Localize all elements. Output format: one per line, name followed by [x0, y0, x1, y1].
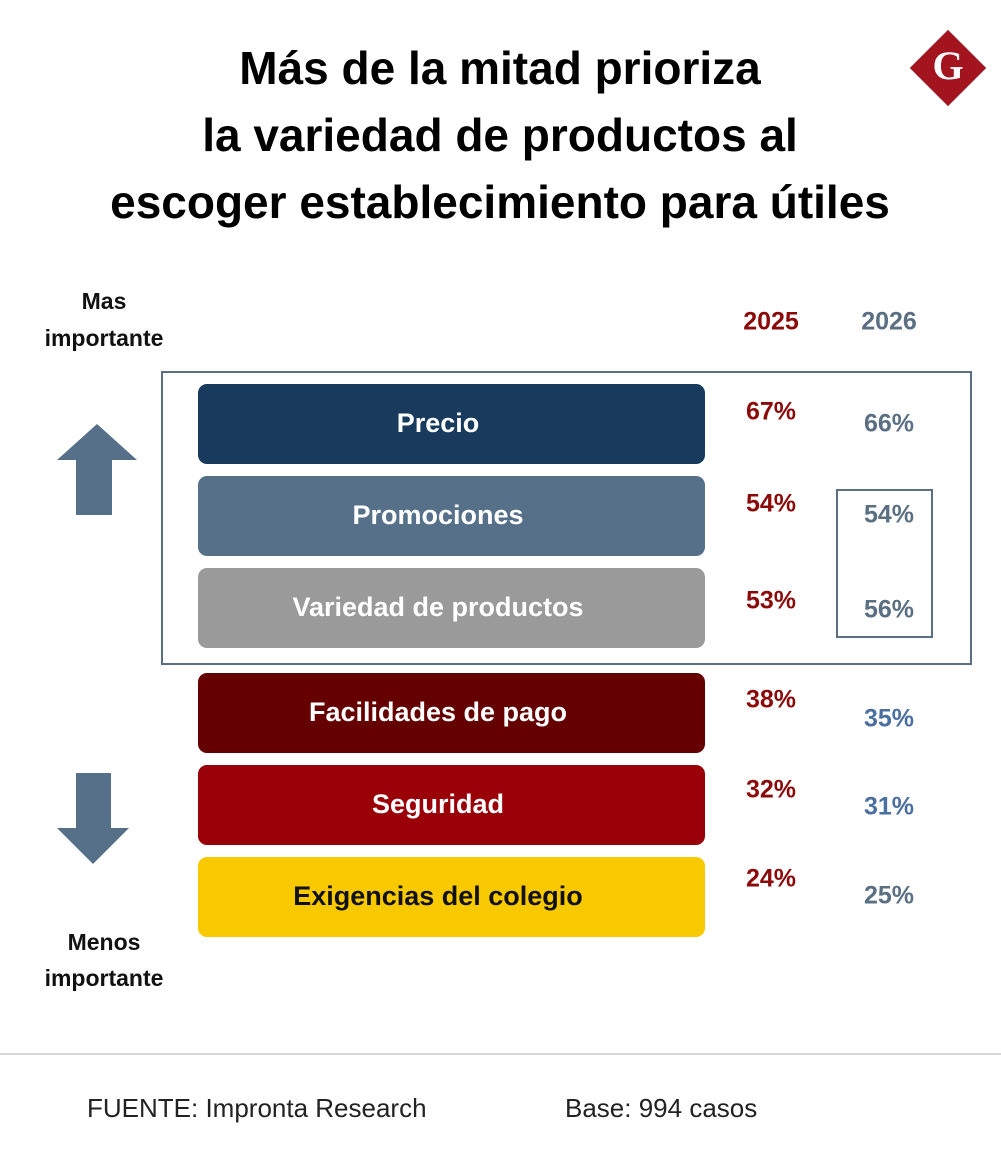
rows: Precio 67% 66% Promociones 54% 54% Variedad de… — [198, 384, 914, 937]
highlight-box-small — [836, 489, 933, 638]
value-2026: 25% — [864, 882, 914, 910]
row-bar — [198, 384, 705, 464]
value-2025: 38% — [746, 686, 796, 714]
row-label: Variedad de productos — [292, 592, 583, 622]
row-label: Promociones — [352, 500, 523, 530]
base: Base: 994 casos — [565, 1093, 757, 1123]
title-line: Más de la mitad prioriza — [239, 42, 761, 94]
value-2026: 56% — [864, 596, 914, 624]
highlight-box — [161, 371, 972, 665]
value-2026: 31% — [864, 793, 914, 821]
column-header: 2025 — [743, 308, 799, 336]
value-2026: 35% — [864, 705, 914, 733]
row-bar — [198, 673, 705, 753]
row-bar — [198, 857, 705, 937]
row-label: Precio — [397, 408, 480, 438]
value-2026: 66% — [864, 410, 914, 438]
top-label: importante — [45, 325, 164, 351]
value-2025: 67% — [746, 398, 796, 426]
row-bar — [198, 476, 705, 556]
value-2025: 54% — [746, 490, 796, 518]
value-2025: 53% — [746, 587, 796, 615]
value-2025: 24% — [746, 865, 796, 893]
title-line: la variedad de productos al — [202, 109, 798, 161]
row-bar — [198, 765, 705, 845]
top-label: Mas — [82, 288, 127, 314]
title-line: escoger establecimiento para útiles — [110, 176, 890, 228]
source: FUENTE: Impronta Research — [87, 1093, 427, 1123]
logo: G — [909, 29, 987, 107]
row-label: Seguridad — [372, 789, 504, 819]
row-label: Exigencias del colegio — [293, 881, 583, 911]
value-2026: 54% — [864, 501, 914, 529]
column-header: 2026 — [861, 308, 917, 336]
bottom-label: importante — [45, 965, 164, 991]
logo-diamond — [909, 29, 987, 107]
bottom-label: Menos — [68, 929, 141, 955]
row-bar — [198, 568, 705, 648]
logo-letter: G — [932, 43, 963, 88]
up-arrow — [57, 424, 137, 515]
row-label: Facilidades de pago — [309, 697, 567, 727]
down-arrow — [57, 773, 129, 864]
value-2025: 32% — [746, 776, 796, 804]
